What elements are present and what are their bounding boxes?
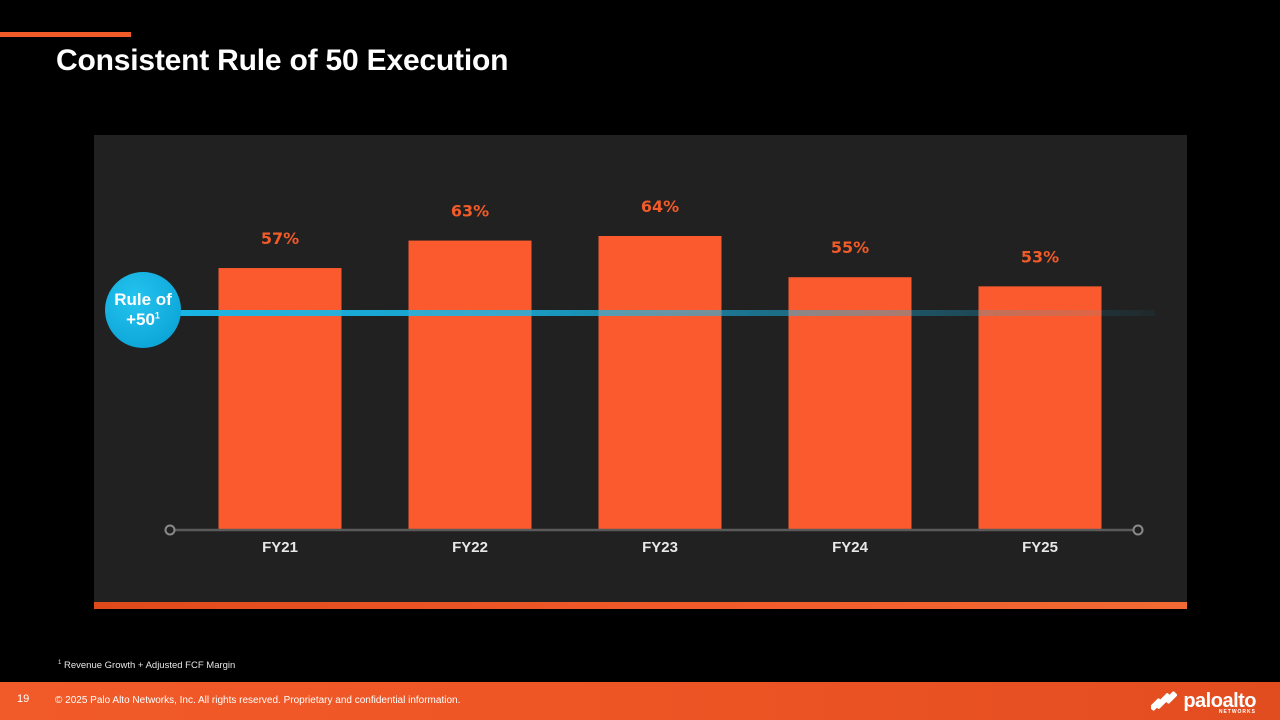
data-label-fy22: 63% xyxy=(451,202,489,221)
x-axis-end-marker xyxy=(1132,524,1144,536)
bar-fy23 xyxy=(598,236,722,529)
badge-line2: +501 xyxy=(126,310,160,330)
data-label-fy21: 57% xyxy=(261,229,299,248)
x-tick-label-fy23: FY23 xyxy=(642,539,678,556)
bar-fy25 xyxy=(978,286,1102,529)
footnote-text: Revenue Growth + Adjusted FCF Margin xyxy=(63,660,236,672)
badge-value: +50 xyxy=(126,310,155,329)
bar-fy21 xyxy=(218,268,342,529)
x-tick-label-fy24: FY24 xyxy=(832,539,869,556)
rule-of-50-reference-line xyxy=(150,310,1155,316)
logo-wordmark-text: paloalto xyxy=(1183,689,1256,712)
footer-bar: 19 © 2025 Palo Alto Networks, Inc. All r… xyxy=(0,682,1280,720)
palo-alto-logo: paloalto NETWORKS xyxy=(1151,688,1256,715)
bar-fy22 xyxy=(408,240,532,529)
footnote-marker: 1 xyxy=(58,660,62,666)
title-accent-bar xyxy=(0,32,131,37)
x-axis-start-marker xyxy=(164,524,176,536)
footnote: 1 Revenue Growth + Adjusted FCF Margin xyxy=(58,660,235,671)
data-label-fy25: 53% xyxy=(1021,247,1059,266)
chart-bottom-bar xyxy=(94,602,1187,609)
x-tick-label-fy25: FY25 xyxy=(1022,539,1058,556)
x-tick-label-fy21: FY21 xyxy=(262,539,298,556)
x-tick-label-fy22: FY22 xyxy=(452,539,488,556)
palo-alto-logo-icon xyxy=(1151,691,1178,711)
bar-fy24 xyxy=(788,277,912,529)
copyright-text: © 2025 Palo Alto Networks, Inc. All righ… xyxy=(55,695,461,706)
rule-of-50-badge: Rule of +501 xyxy=(105,272,181,348)
logo-wordmark: paloalto NETWORKS xyxy=(1183,689,1256,715)
data-label-fy23: 64% xyxy=(641,197,679,216)
badge-line1: Rule of xyxy=(114,290,172,309)
badge-footnote-marker: 1 xyxy=(154,310,160,321)
data-label-fy24: 55% xyxy=(831,238,869,257)
page-title: Consistent Rule of 50 Execution xyxy=(56,44,509,77)
logo-subtext: NETWORKS xyxy=(1218,708,1256,715)
page-number: 19 xyxy=(17,693,30,705)
